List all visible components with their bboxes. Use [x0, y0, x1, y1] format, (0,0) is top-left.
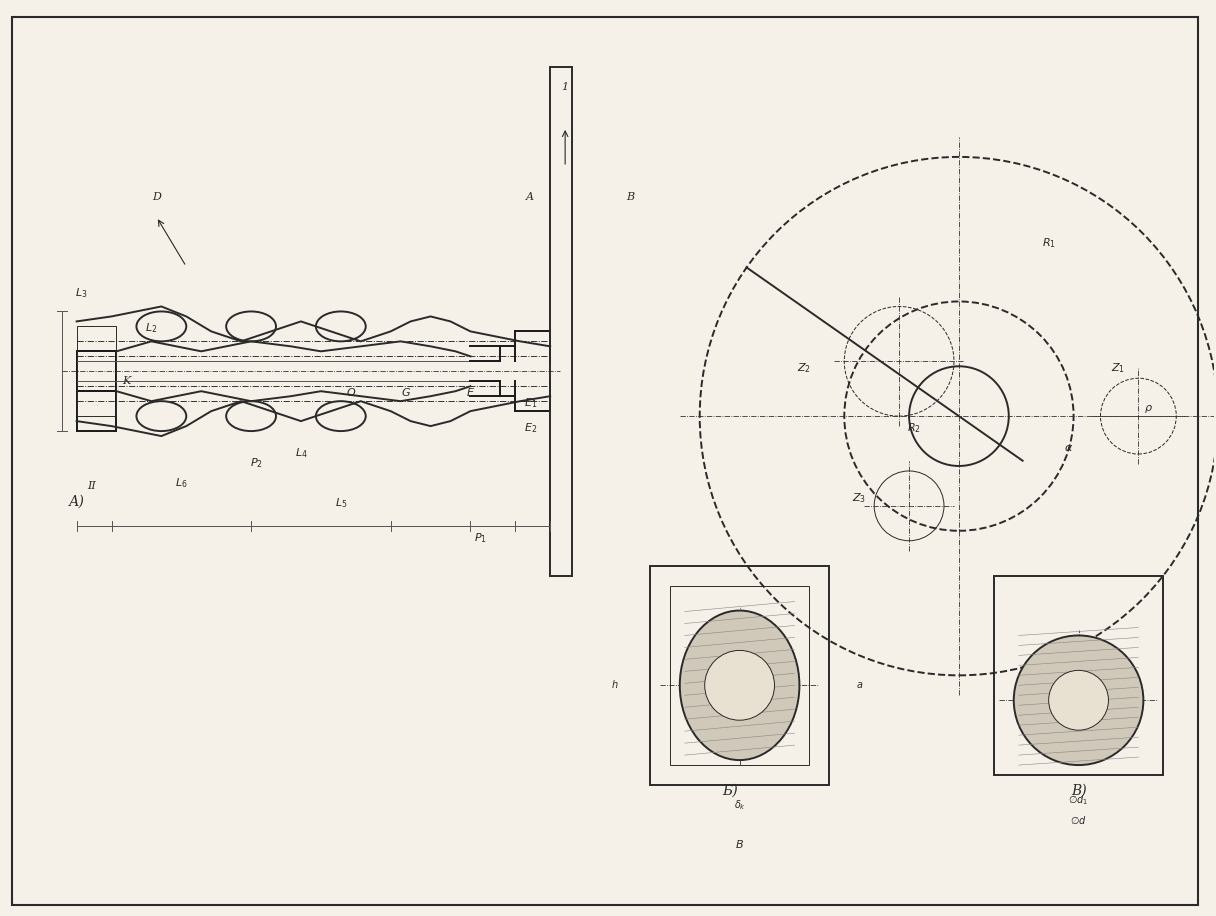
Text: $R_1$: $R_1$	[1042, 236, 1055, 250]
Text: В): В)	[1071, 784, 1086, 798]
Text: $Z_1$: $Z_1$	[1111, 361, 1126, 375]
Text: Б): Б)	[722, 784, 737, 798]
Text: $\rho$: $\rho$	[1144, 403, 1153, 415]
Text: $E_1$: $E_1$	[524, 396, 537, 410]
Text: K: K	[123, 376, 130, 387]
Text: $\alpha$: $\alpha$	[1064, 443, 1074, 453]
Text: $R_2$: $R_2$	[907, 421, 921, 435]
Text: D: D	[152, 191, 161, 202]
Text: $P_1$: $P_1$	[474, 530, 486, 544]
Text: h: h	[612, 681, 618, 691]
Text: $L_3$: $L_3$	[75, 287, 88, 300]
Text: E: E	[467, 388, 474, 398]
Text: $\varnothing d_1$: $\varnothing d_1$	[1069, 793, 1088, 807]
Text: $L_2$: $L_2$	[145, 322, 158, 335]
Bar	[649, 566, 829, 785]
Text: $Z_2$: $Z_2$	[798, 361, 811, 375]
Text: B: B	[736, 840, 743, 850]
Bar	[550, 67, 572, 575]
Circle shape	[1048, 671, 1109, 730]
Text: O: O	[347, 388, 355, 398]
Text: А): А)	[68, 495, 85, 509]
Circle shape	[705, 650, 775, 720]
Circle shape	[1014, 636, 1143, 765]
Bar	[77, 326, 117, 416]
Text: $Z_3$: $Z_3$	[852, 491, 866, 505]
Text: II: II	[88, 481, 96, 491]
Text: A: A	[527, 191, 534, 202]
Text: $L_5$: $L_5$	[334, 496, 347, 509]
Text: $\varnothing d$: $\varnothing d$	[1070, 814, 1087, 826]
Text: $P_2$: $P_2$	[249, 456, 263, 470]
Bar	[77, 352, 117, 391]
Text: $E_2$: $E_2$	[524, 421, 536, 435]
Bar	[670, 585, 810, 765]
Text: B: B	[626, 191, 634, 202]
Text: a: a	[856, 681, 862, 691]
Ellipse shape	[680, 611, 799, 760]
Text: $L_6$: $L_6$	[175, 476, 187, 490]
Text: G: G	[401, 388, 410, 398]
Bar	[993, 575, 1164, 775]
Text: 1: 1	[562, 82, 569, 93]
Text: $L_4$: $L_4$	[294, 446, 308, 460]
Text: $\delta_k$: $\delta_k$	[733, 798, 745, 812]
